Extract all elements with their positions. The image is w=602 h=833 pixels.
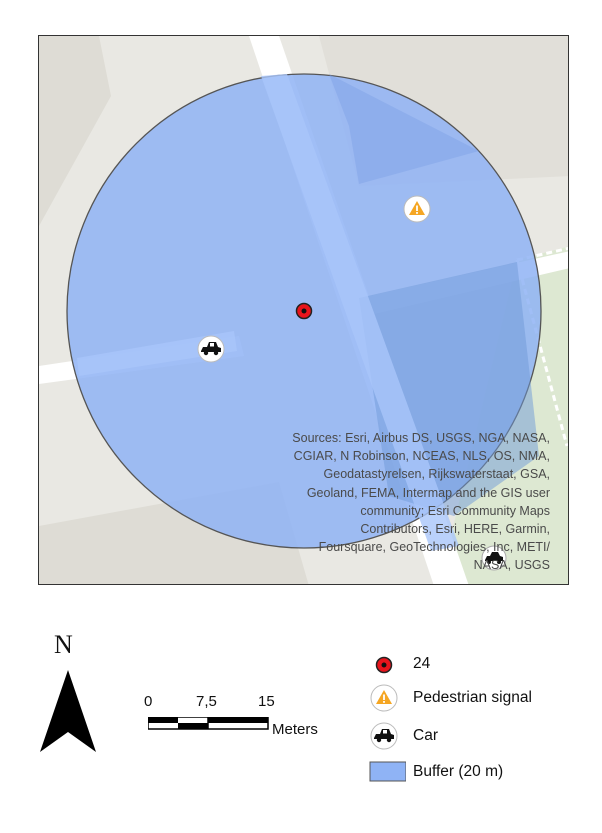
car-icon <box>370 722 398 750</box>
warning-triangle-icon <box>370 684 398 712</box>
attribution-line: Geoland, FEMA, Intermap and the GIS user <box>306 485 550 500</box>
buffer-road <box>77 331 237 376</box>
scale-bar-graphic <box>148 717 269 730</box>
map-attribution: Sources: Esri, Airbus DS, USGS, NGA, NAS… <box>260 429 550 575</box>
scale-label-mid: 7,5 <box>196 693 217 710</box>
scale-bar: 0 7,5 15 Meters <box>140 693 340 743</box>
attribution-line: Sources: Esri, Airbus DS, USGS, NGA, NAS… <box>292 431 550 445</box>
legend-label: Buffer (20 m) <box>413 763 504 780</box>
scale-unit: Meters <box>272 721 318 738</box>
car-marker[interactable] <box>197 335 225 363</box>
red-point-icon <box>375 656 393 674</box>
legend-label: Car <box>413 727 438 744</box>
buffer-swatch <box>369 761 406 782</box>
red-point-marker[interactable] <box>295 302 313 320</box>
attribution-line: community; Esri Community Maps <box>360 503 550 518</box>
north-arrow-icon <box>40 670 96 752</box>
buffer-road <box>261 74 459 551</box>
attribution-line: CGIAR, N Robinson, NCEAS, NLS, OS, NMA, <box>293 449 550 464</box>
map-markers-layer <box>197 195 431 363</box>
attribution-line: Contributors, Esri, HERE, Garmin, <box>360 522 550 537</box>
map-frame[interactable]: Sources: Esri, Airbus DS, USGS, NGA, NAS… <box>38 35 569 585</box>
car-marker[interactable] <box>481 545 507 571</box>
attribution-line: Foursquare, GeoTechnologies, Inc, METI/ <box>318 540 550 555</box>
attribution-line: NASA, USGS <box>473 558 550 573</box>
legend-label: 24 <box>413 655 431 672</box>
scale-label-max: 15 <box>258 693 275 710</box>
city-block <box>39 36 111 226</box>
north-letter: N <box>54 630 73 659</box>
pedestrian-signal-marker[interactable] <box>403 195 431 223</box>
buffer-overlap-block <box>329 74 479 184</box>
road-dashed-edge <box>516 246 568 262</box>
scale-label-0: 0 <box>144 693 153 710</box>
legend-label: Pedestrian signal <box>413 689 532 706</box>
attribution-line: Geodatastyrelsen, Rijkswaterstaat, GSA, <box>323 467 550 482</box>
